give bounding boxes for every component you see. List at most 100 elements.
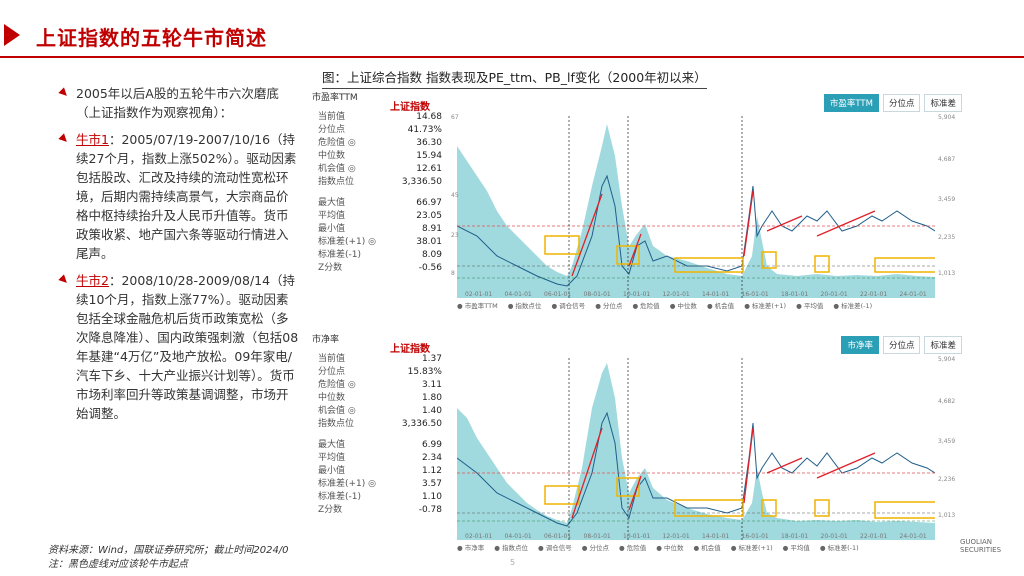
pb-legend-item[interactable]: ● 标准差(+1) (730, 544, 773, 552)
pb-stat-row: 最小值 1.12 (312, 465, 442, 478)
pe-legend-item[interactable]: ● 调仓信号 (551, 302, 586, 310)
pe-bottom-box (674, 257, 744, 273)
pe-stat-value: 14.68 (416, 112, 442, 122)
pe-bottom-box (761, 251, 777, 269)
pb-legend-item[interactable]: ● 市净率 (457, 544, 485, 552)
pb-stat-row: 最大值 6.99 (312, 439, 442, 452)
pe-bottom-box (814, 255, 830, 273)
pb-bottom-box (674, 499, 744, 517)
pb-stat-value: 3.57 (421, 479, 442, 489)
pe-index-label: 上证指数 (390, 102, 430, 113)
pe-stat-label: 危险值 ◎ (318, 138, 356, 148)
pe-legend-item[interactable]: ● 标准差(-1) (833, 302, 873, 310)
bullet-intro: 2005年以后A股的五轮牛市六次磨底（上证指数作为观察视角）： (58, 84, 300, 122)
bull1-label: 牛市1 (76, 132, 109, 147)
pb-chart: 02-01-01 04-01-01 06-01-01 08-01-01 10-01-01… (457, 358, 935, 540)
pb-legend-item[interactable]: ● 机会值 (693, 544, 721, 552)
pe-toggle-buttons: 市盈率TTM 分位点 标准差 (823, 94, 962, 112)
bullet-bull1: 牛市1：2005/07/19-2007/10/16（持续27个月，指数上涨502… (58, 130, 300, 263)
pe-trend-arrow (743, 190, 754, 257)
pe-trend-arrow (766, 215, 803, 232)
pb-bottom-box (814, 499, 830, 517)
pe-y-left-2: 23 (451, 232, 459, 239)
pb-toggle-button[interactable]: 分位点 (882, 336, 921, 354)
pb-legend-item[interactable]: ● 中位数 (656, 544, 684, 552)
pb-trend-arrow (766, 457, 803, 474)
pe-toggle-button[interactable]: 分位点 (882, 94, 921, 112)
pe-toggle-button[interactable]: 市盈率TTM (823, 94, 879, 112)
pb-legend-item[interactable]: ● 标准差(-1) (819, 544, 859, 552)
pb-legend-item[interactable]: ● 调仓信号 (538, 544, 572, 552)
pe-stat-value: 12.61 (416, 164, 442, 174)
pb-area (457, 363, 935, 540)
pe-legend-item[interactable]: ● 指数点位 (507, 302, 542, 310)
pb-toggle-button[interactable]: 标准差 (924, 336, 962, 354)
pe-x-tick: 20-01-01 (821, 291, 848, 298)
pb-stat-label: 危险值 ◎ (318, 380, 356, 390)
pe-legend-item[interactable]: ● 机会值 (706, 302, 735, 310)
pb-stat-value: 1.37 (421, 354, 442, 364)
pb-bottom-box (761, 499, 777, 517)
pe-stat-value: 36.30 (416, 138, 442, 148)
pb-stat-label: 指数点位 (318, 419, 355, 429)
pb-stat-row: 危险值 ◎ 3.11 (312, 379, 442, 392)
pb-stat-label: 标准差(-1) (318, 492, 361, 502)
pe-toggle-button[interactable]: 标准差 (924, 94, 962, 112)
pe-stat-label: 最小值 (318, 224, 346, 234)
pe-y-right-2: 3,459 (938, 196, 956, 203)
page-number: 5 (510, 558, 516, 567)
pb-legend-item[interactable]: ● 指数点位 (494, 544, 528, 552)
pb-x-tick: 24-01-01 (900, 533, 927, 540)
pe-legend-item[interactable]: ● 中位数 (669, 302, 697, 310)
pe-x-tick: 16-01-01 (742, 291, 769, 298)
pb-toggle-button[interactable]: 市净率 (841, 336, 879, 354)
guolian-logo: GUOLIAN SECURITIES (960, 538, 1002, 554)
pb-stat-label: Z分数 (318, 505, 343, 515)
pe-x-tick: 08-01-01 (584, 291, 611, 298)
bull-start-note: 注：黑色虚线对应该轮牛市起点 (48, 559, 188, 570)
pb-legend-item[interactable]: ● 平均值 (782, 544, 810, 552)
pe-stat-row: 标准差(+1) ◎ 38.01 (312, 236, 442, 249)
pe-stat-label: 标准差(+1) ◎ (318, 237, 377, 247)
pe-y-left-1: 45 (451, 192, 459, 199)
pb-x-tick: 12-01-01 (663, 533, 690, 540)
pb-stat-row: 指数点位 3,336.50 (312, 418, 442, 431)
pb-trend-arrow (628, 475, 642, 511)
pb-stats: 市净率 当前值 1.37 分位点 15.83% 危险值 ◎ 3.11 中位数 1.80 机会值 … (312, 334, 442, 517)
pb-legend-item[interactable]: ● 分位点 (581, 544, 609, 552)
pe-panel: 市盈率TTM 当前值 14.68 分位点 41.73% 危险值 ◎ 36.30 中位数 15.… (312, 92, 962, 314)
pe-stat-row: 机会值 ◎ 12.61 (312, 163, 442, 176)
pe-legend-item[interactable]: ● 危险值 (632, 302, 660, 310)
pe-stat-row: Z分数 -0.56 (312, 262, 442, 275)
pb-x-tick: 10-01-01 (623, 533, 650, 540)
pb-stat-label: 当前值 (318, 354, 346, 364)
pb-stat-label: 标准差(+1) ◎ (318, 479, 377, 489)
pe-stats-a: 当前值 14.68 分位点 41.73% 危险值 ◎ 36.30 中位数 15.94 机会值 ◎… (312, 111, 442, 189)
pb-stat-value: 1.10 (421, 492, 442, 502)
pb-stat-label: 平均值 (318, 453, 346, 463)
pe-stat-label: 当前值 (318, 112, 346, 122)
pb-x-tick: 08-01-01 (584, 533, 611, 540)
pb-stat-label: 最大值 (318, 440, 346, 450)
pb-trend-arrow (816, 452, 876, 479)
pe-stat-row: 最小值 8.91 (312, 223, 442, 236)
pe-bottom-box (874, 257, 935, 273)
figure-caption: 图：上证综合指数 指数表现及PE_ttm、PB_lf变化（2000年初以来） (322, 67, 707, 89)
pb-stat-label: 中位数 (318, 393, 346, 403)
pe-y-right-4: 1,013 (938, 270, 956, 277)
pe-x-tick: 06-01-01 (544, 291, 571, 298)
pe-chart: 02-01-01 04-01-01 06-01-01 08-01-01 10-01-01… (457, 116, 935, 298)
pe-legend-item[interactable]: ● 平均值 (796, 302, 824, 310)
pe-stat-label: Z分数 (318, 263, 343, 273)
pb-stat-value: -0.78 (418, 505, 442, 515)
page-title: 上证指数的五轮牛市简述 (36, 26, 267, 50)
pe-stat-value: 41.73% (407, 125, 442, 135)
pb-stat-value: 2.34 (421, 453, 442, 463)
pb-legend-item[interactable]: ● 危险值 (619, 544, 647, 552)
bullet-marker-icon (58, 87, 70, 99)
pe-legend-item[interactable]: ● 市盈率TTM (457, 302, 498, 310)
intro-text: 2005年以后A股的五轮牛市六次磨底（上证指数作为观察视角）： (76, 86, 279, 120)
pe-legend-item[interactable]: ● 标准差(+1) (744, 302, 787, 310)
pe-legend-item[interactable]: ● 分位点 (595, 302, 623, 310)
pe-trend-arrow (628, 233, 642, 267)
